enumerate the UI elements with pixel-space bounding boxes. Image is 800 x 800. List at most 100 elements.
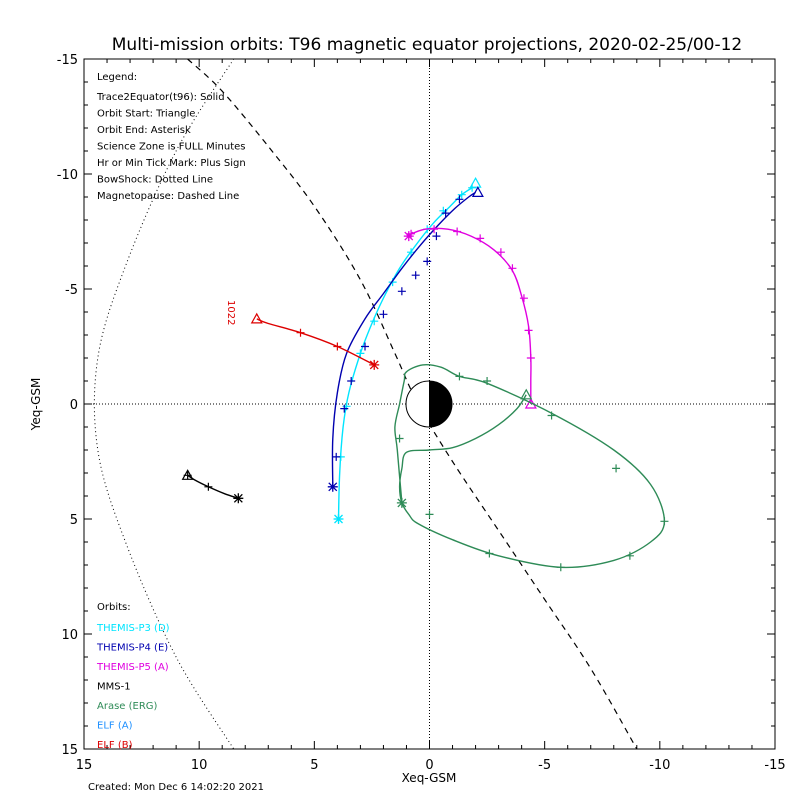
orbit-start-triangle (469, 176, 482, 188)
legend-line: Trace2Equator(t96): Solid (96, 92, 225, 103)
orbit-tick-mark (340, 404, 349, 413)
orbit-tick-mark (441, 209, 450, 218)
orbit-line (394, 363, 666, 569)
x-axis-label: Xeq-GSM (402, 771, 457, 785)
orbit-tick-mark (296, 328, 305, 337)
orbit-tick-mark (519, 294, 528, 303)
orbit-tick-mark (347, 377, 356, 385)
bowshock-line (93, 58, 235, 750)
orbit-tick-mark (485, 549, 494, 558)
y-tick-label: -15 (57, 53, 78, 68)
orbit-start-triangle (250, 312, 263, 324)
orbit-tick-mark (333, 342, 342, 351)
orbit-6 (250, 312, 380, 370)
y-tick-label: 10 (61, 628, 78, 643)
orbit-start-triangle (471, 186, 484, 197)
x-tick-label: 5 (310, 758, 318, 773)
orbit-3 (181, 469, 244, 504)
y-tick-label: 5 (70, 513, 78, 528)
x-tick-label: 0 (425, 758, 433, 773)
x-axis-ticks: 15 10 5 0 -5 -10 -15 (76, 59, 786, 773)
orbit-tick-mark (660, 517, 669, 526)
x-tick-label: 15 (76, 758, 93, 773)
orbit-tick-mark (547, 411, 556, 420)
orbit-tick-mark (370, 317, 379, 326)
orbit-0 (333, 176, 482, 524)
y-tick-label: 0 (70, 398, 78, 413)
legend-line: Orbit Start: Triangle (97, 109, 195, 120)
orbit-tick-mark (526, 354, 535, 362)
earth-icon (405, 380, 453, 428)
orbit-legend-name: MMS-1 (97, 682, 131, 693)
orbit-legend-name: Arase (ERG) (97, 701, 158, 712)
orbit-legend-name: ELF (B) (97, 740, 133, 751)
orbit-2 (403, 225, 537, 409)
orbit-legend-name: THEMIS-P5 (A) (96, 662, 169, 673)
orbit-tick-mark (453, 227, 462, 236)
legend-line: Orbit End: Asterisk (97, 125, 191, 136)
orbit-4 (394, 363, 669, 572)
orbit-tick-mark (204, 482, 213, 491)
orbit-tick-mark (508, 264, 517, 273)
orbit-tick-mark (411, 271, 420, 280)
orbit-tick-mark (556, 563, 565, 572)
legend-lines: Trace2Equator(t96): Solid Orbit Start: Tr… (96, 92, 246, 202)
orbit-line (337, 187, 473, 520)
orbit-start-triangle (181, 469, 194, 480)
y-tick-label: -10 (57, 168, 78, 183)
orbit-tick-mark (356, 349, 365, 358)
orbit-tick-mark (332, 452, 341, 461)
orbit-tick-mark (432, 232, 441, 241)
orbit-tick-mark (423, 257, 432, 266)
chart-title: Multi-mission orbits: T96 magnetic equat… (112, 35, 743, 55)
orbit-tick-mark (455, 372, 464, 381)
orbit-legend-name: THEMIS-P4 (E) (96, 643, 168, 654)
orbit-line (331, 191, 476, 487)
orbit-tick-mark (361, 342, 370, 351)
orbit-1 (327, 186, 484, 492)
orbit-tick-mark (612, 464, 621, 473)
orbit-tick-mark (625, 551, 634, 560)
orbit-tick-mark (388, 278, 397, 287)
x-tick-label: -15 (764, 758, 785, 773)
legend-line: Science Zone is FULL Minutes (97, 142, 246, 153)
orbit-tick-mark (397, 287, 406, 296)
orbit-end-asterisk (333, 514, 344, 524)
legend-line: Magnetopause: Dashed Line (97, 191, 239, 202)
orbit-end-asterisk (396, 497, 407, 508)
orbit-tick-mark (425, 510, 434, 519)
orbit-end-asterisk (233, 493, 244, 504)
orbit-tick-mark (524, 326, 533, 335)
orbit-start-triangle (520, 388, 533, 400)
orbit-tick-mark (395, 434, 404, 443)
x-tick-label: -10 (649, 758, 670, 773)
magnetopause-line (187, 58, 638, 750)
x-tick-label: 10 (191, 758, 208, 773)
x-tick-label: -5 (538, 758, 551, 773)
y-axis-label: Yeq-GSM (29, 378, 43, 432)
y-tick-label: 15 (61, 743, 78, 758)
orbit-series-layer (181, 176, 669, 572)
legend-line: Hr or Min Tick Mark: Plus Sign (97, 158, 246, 169)
orbit-tick-mark (476, 234, 485, 243)
orbit-legend-name: THEMIS-P3 (D) (96, 623, 170, 634)
orbit-legend: THEMIS-P3 (D) THEMIS-P4 (E) THEMIS-P5 (A) M… (96, 623, 170, 751)
orbit-legend-name: ELF (A) (97, 721, 133, 732)
created-timestamp: Created: Mon Dec 6 14:02:20 2021 (88, 782, 264, 793)
orbit-tick-mark (455, 195, 464, 204)
elf-b-time-label: 1022 (225, 300, 236, 325)
orbits-title: Orbits: (97, 602, 131, 613)
y-axis-ticks: -15 -10 -5 0 5 10 15 (57, 53, 775, 758)
orbit-tick-mark (379, 310, 388, 319)
legend-line: BowShock: Dotted Line (97, 175, 213, 186)
orbit-tick-mark (483, 377, 492, 385)
y-tick-label: -5 (65, 283, 78, 298)
orbit-end-asterisk (403, 231, 414, 242)
orbit-tick-mark (496, 248, 505, 257)
orbit-end-asterisk (327, 481, 338, 492)
orbit-tick-mark (457, 190, 466, 199)
legend-title: Legend: (97, 72, 137, 83)
orbit-tick-mark (430, 225, 439, 234)
orbit-end-asterisk (369, 359, 380, 370)
